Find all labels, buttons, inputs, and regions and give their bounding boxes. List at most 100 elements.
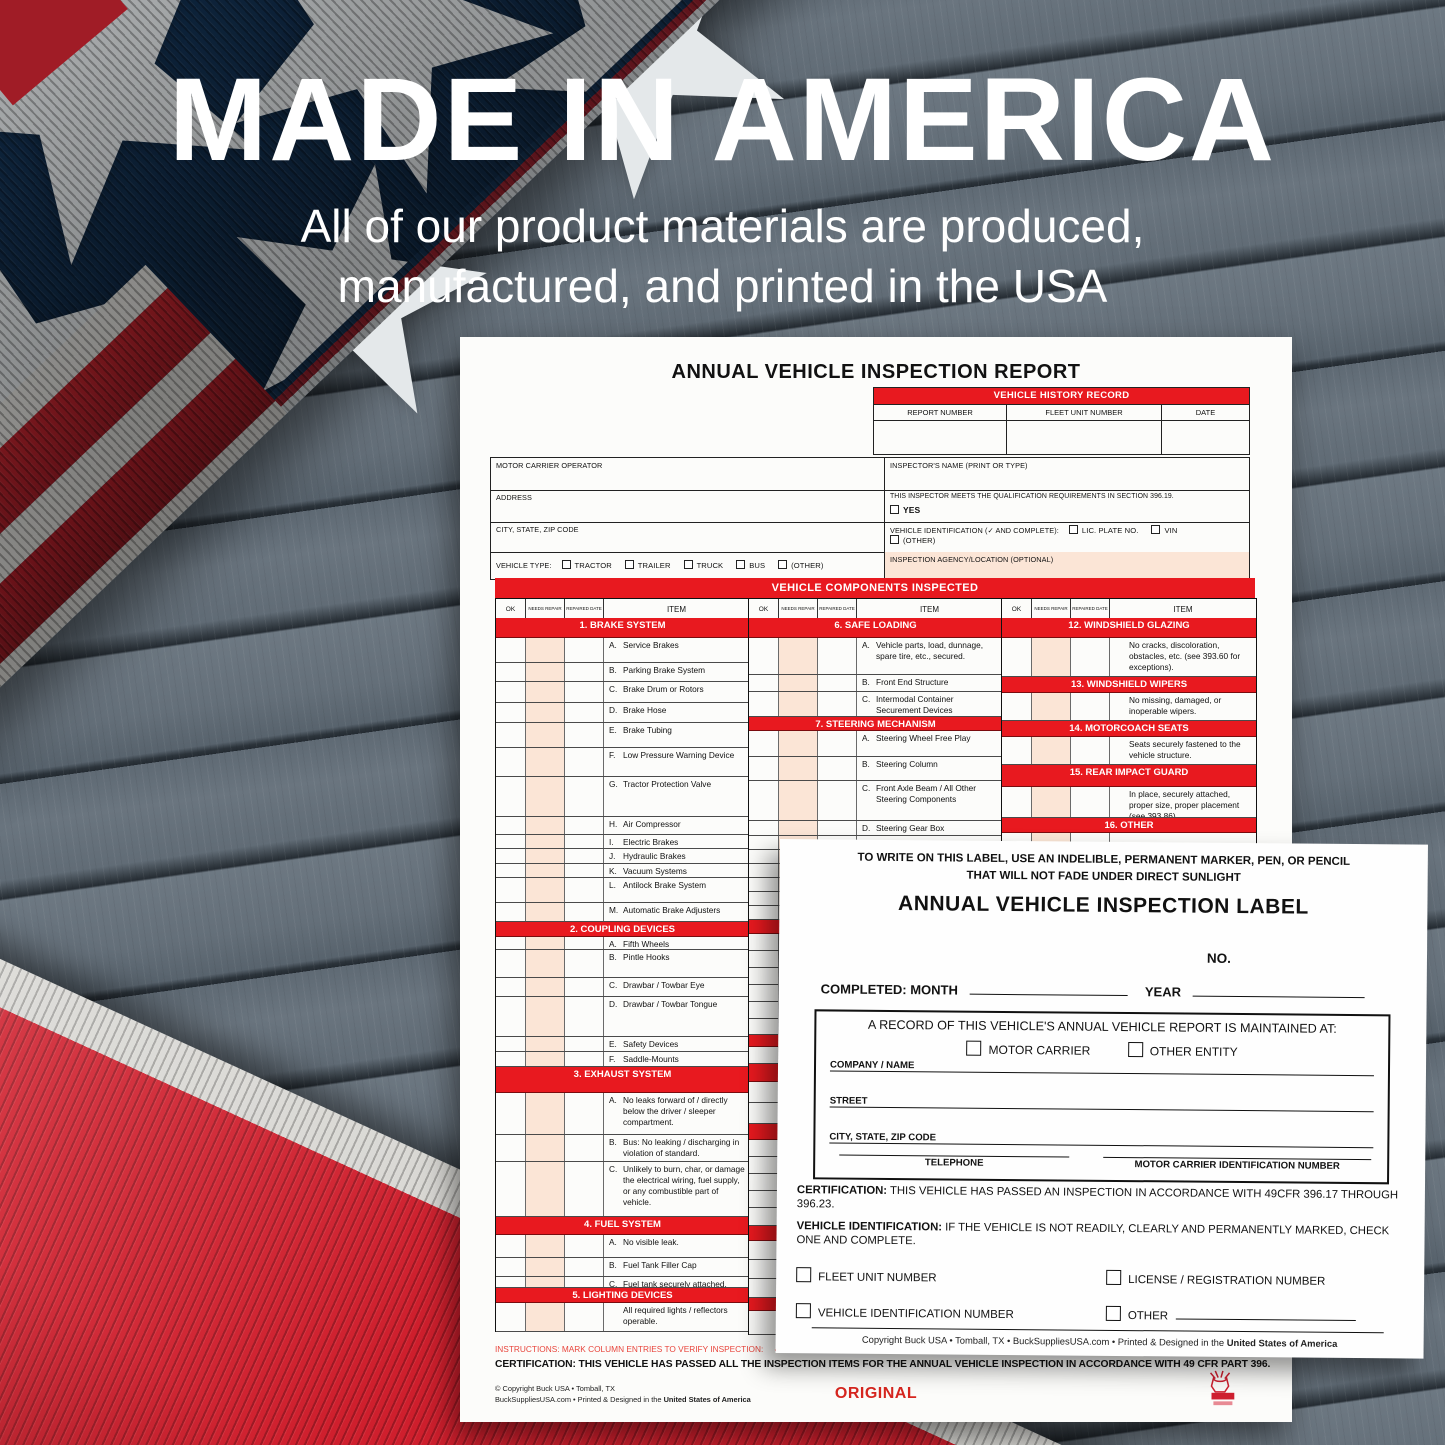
needs-repair-cell [1032, 787, 1071, 817]
needs-repair-cell [526, 950, 565, 977]
section-header: 7. STEERING MECHANISM [749, 717, 1002, 731]
section-header: 6. SAFE LOADING [749, 618, 1002, 638]
item-cell: B. Front End Structure [862, 677, 949, 687]
history-table-empty-row [874, 420, 1249, 454]
needs-repair-cell [1032, 638, 1071, 676]
yes-checkbox: YES [890, 505, 1244, 515]
table-row: H. Air Compressor [496, 817, 749, 835]
repaired-date-cell [565, 682, 604, 702]
needs-repair-cell [526, 1258, 565, 1276]
ok-cell [749, 1140, 779, 1156]
checkbox-icon [796, 1267, 812, 1283]
ok-cell [1002, 737, 1032, 764]
table-row: D. Drawbar / Towbar Tongue [496, 997, 749, 1037]
label-no-field: NO. [1206, 950, 1232, 966]
table-row: C. Brake Drum or Rotors [496, 682, 749, 703]
item-cell: Seats securely fastened to the vehicle s… [1129, 739, 1241, 760]
copyright-line-1: © Copyright Buck USA • Tomball, TX [495, 1384, 615, 1393]
needs-repair-cell [526, 748, 565, 776]
ok-cell [749, 906, 779, 919]
item-cell: C. Drawbar / Towbar Eye [609, 980, 705, 990]
ok-cell [749, 892, 779, 905]
ok-cell [749, 781, 779, 820]
repaired-date-cell [565, 663, 604, 681]
section-header: 4. FUEL SYSTEM [496, 1217, 749, 1235]
repaired-date-cell [818, 757, 857, 780]
repaired-date-cell [565, 937, 604, 949]
needs-repair-header: NEEDS REPAIR [526, 599, 565, 619]
ok-cell [496, 1303, 526, 1331]
item-cell: K. Vacuum Systems [609, 866, 687, 876]
table-row: K. Vacuum Systems [496, 864, 749, 878]
item-cell: D. Steering Gear Box [862, 823, 945, 833]
inspector-name-field: INSPECTOR'S NAME (PRINT OR TYPE) [890, 461, 1028, 470]
history-table-title: VEHICLE HISTORY RECORD [874, 388, 1249, 404]
table-row: No missing, damaged, or inoperable wiper… [1002, 693, 1256, 721]
vehicle-type-field: VEHICLE TYPE: TRACTOR TRAILER TRUCK BUS (OTHE… [491, 552, 885, 579]
repaired-date-header: REPAIRED DATE [1071, 599, 1110, 619]
item-cell: A. Vehicle parts, load, dunnage, spare ti… [862, 640, 984, 661]
ok-cell [749, 1191, 779, 1207]
needs-repair-cell [779, 638, 818, 674]
item-cell: I. Electric Brakes [609, 837, 679, 847]
carrier-info-section: MOTOR CARRIER OPERATOR INSPECTOR'S NAME … [490, 457, 1250, 580]
table-row: F. Saddle-Mounts [496, 1052, 749, 1067]
item-cell: E. Brake Tubing [609, 725, 672, 735]
checkbox-icon [966, 1040, 982, 1056]
repaired-date-cell [818, 692, 857, 716]
needs-repair-cell [779, 821, 818, 835]
ok-cell [496, 703, 526, 722]
section-header: 5. LIGHTING DEVICES [496, 1288, 749, 1303]
needs-repair-cell [779, 675, 818, 691]
checkbox-icon [1068, 525, 1078, 534]
table-row: D. Brake Hose [496, 703, 749, 723]
needs-repair-cell [526, 703, 565, 722]
repaired-date-cell [818, 731, 857, 756]
table-row: I. Electric Brakes [496, 835, 749, 849]
needs-repair-cell [526, 663, 565, 681]
item-cell: D. Brake Hose [609, 705, 667, 715]
needs-repair-cell [526, 878, 565, 902]
item-cell: A. No visible leak. [609, 1237, 679, 1247]
needs-repair-cell [526, 1235, 565, 1257]
repaired-date-cell [818, 821, 857, 835]
item-cell: C. Fuel tank securely attached. [609, 1279, 727, 1288]
other-entity-option: OTHER ENTITY [1127, 1042, 1238, 1059]
vin-option: VEHICLE IDENTIFICATION NUMBER [795, 1303, 1014, 1321]
column-header: REPORT NUMBER [874, 405, 1007, 420]
subtitle-line-2: manufactured, and printed in the USA [337, 260, 1108, 312]
item-cell: In place, securely attached, proper size… [1129, 789, 1240, 818]
table-row: B. Pintle Hooks [496, 950, 749, 978]
table-row: B. Fuel Tank Filler Cap [496, 1258, 749, 1277]
table-row: B. Parking Brake System [496, 663, 749, 682]
ok-cell [496, 777, 526, 816]
table-row: E. Safety Devices [496, 1037, 749, 1052]
table-row: J. Hydraulic Brakes [496, 849, 749, 864]
ok-cell [496, 1052, 526, 1066]
table-row: A. Steering Wheel Free Play [749, 731, 1002, 757]
repaired-date-cell [1071, 737, 1110, 764]
table-row: C. Front Axle Beam / All Other Steering C… [749, 781, 1002, 821]
repaired-date-cell [565, 1258, 604, 1276]
fleet-unit-option: FLEET UNIT NUMBER [796, 1267, 937, 1284]
ok-cell [496, 1037, 526, 1051]
table-row: All required lights / reflectors operabl… [496, 1303, 749, 1332]
components-header-row: OK NEEDS REPAIR REPAIRED DATE ITEM [495, 598, 749, 619]
needs-repair-cell [779, 731, 818, 756]
needs-repair-cell [526, 1052, 565, 1066]
ok-cell [749, 850, 779, 863]
item-cell: F. Low Pressure Warning Device [609, 750, 735, 760]
item-cell: J. Hydraulic Brakes [609, 851, 686, 861]
ok-cell [749, 1157, 779, 1173]
label-title: ANNUAL VEHICLE INSPECTION LABEL [898, 892, 1309, 919]
repaired-date-cell [565, 703, 604, 722]
item-cell: A. Steering Wheel Free Play [862, 733, 971, 743]
repaired-date-cell [818, 638, 857, 674]
needs-repair-cell [526, 723, 565, 747]
ok-header: OK [1002, 599, 1032, 619]
item-cell: M. Automatic Brake Adjusters [609, 905, 721, 915]
ok-cell [749, 638, 779, 674]
table-row: C. Drawbar / Towbar Eye [496, 978, 749, 997]
needs-repair-cell [779, 692, 818, 716]
checkbox-icon [1105, 1305, 1121, 1321]
